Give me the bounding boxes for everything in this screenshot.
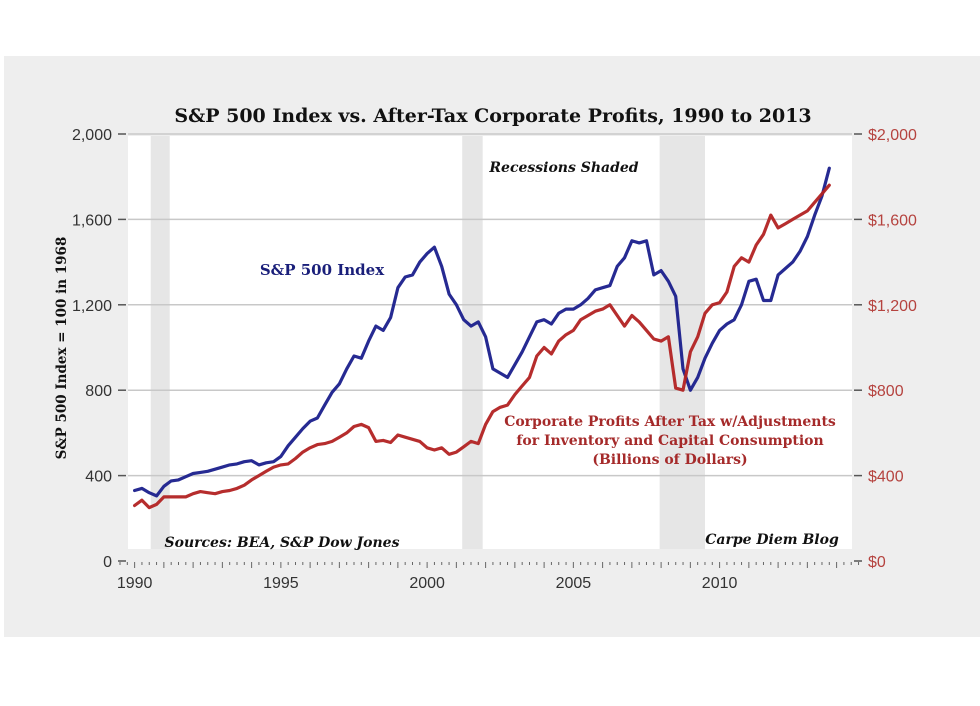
- y-tick-label-right: $2,000: [868, 127, 917, 144]
- recession-band-1: [150, 136, 170, 549]
- series-group: [133, 166, 831, 510]
- y-tick-label-right: $800: [868, 383, 904, 400]
- sp500-index-line: [133, 166, 831, 498]
- y-tick-label-left: 2,000: [72, 127, 112, 144]
- corporate-profits-line: [133, 183, 831, 510]
- x-tick-label: 2000: [409, 575, 445, 592]
- sources-note: Sources: BEA, S&P Dow Jones: [165, 535, 400, 551]
- recession-band-2: [462, 136, 483, 549]
- y-axis-label-left: S&P 500 Index = 100 in 1968: [54, 237, 70, 460]
- y-tick-label-left: 800: [85, 383, 112, 400]
- x-tick-label: 1995: [263, 575, 299, 592]
- sp500-series-label: S&P 500 Index: [260, 261, 385, 279]
- x-tick-label: 2005: [556, 575, 592, 592]
- profits-series-label-line1: Corporate Profits After Tax w/Adjustment…: [504, 414, 836, 430]
- chart-title: S&P 500 Index vs. After-Tax Corporate Pr…: [174, 105, 811, 127]
- gridlines: [128, 133, 852, 477]
- x-tick-label: 1990: [117, 575, 153, 592]
- y-tick-label-left: 1,600: [72, 212, 112, 229]
- recession-band-3: [659, 136, 705, 549]
- y-tick-label-left: 400: [85, 469, 112, 486]
- y-tick-label-left: 1,200: [72, 298, 112, 315]
- axes: 0 400 800 1,200 1,600 2,000 $0 $400 $800 $1,200 $1…: [72, 127, 917, 592]
- y-tick-label-right: $1,600: [868, 212, 917, 229]
- profits-series-label-line2: for Inventory and Capital Consumption: [516, 433, 823, 449]
- x-tick-label: 2010: [702, 575, 738, 592]
- y-tick-label-left: 0: [103, 554, 112, 571]
- y-tick-label-right: $1,200: [868, 298, 917, 315]
- recessions-shaded-note: Recessions Shaded: [488, 160, 638, 176]
- credit-note: Carpe Diem Blog: [705, 532, 839, 548]
- y-tick-label-right: $0: [868, 554, 886, 571]
- profits-series-label-line3: (Billions of Dollars): [592, 452, 747, 468]
- y-tick-label-right: $400: [868, 469, 904, 486]
